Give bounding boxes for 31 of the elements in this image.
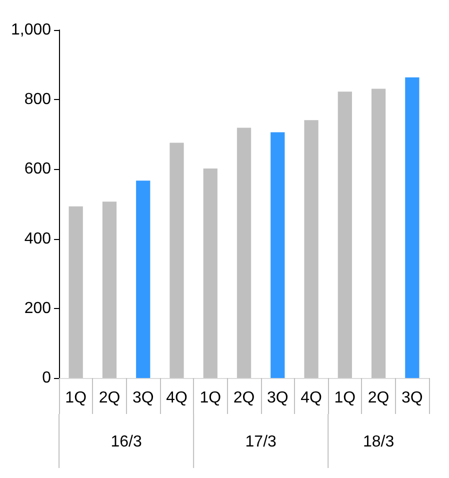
x-tick-label: 2Q (98, 390, 120, 406)
bar (236, 128, 252, 378)
bar (304, 120, 318, 378)
x-tick-label: 2Q (368, 390, 390, 406)
y-tick-label: 1,000 (10, 22, 52, 38)
x-tick-label: 4Q (166, 390, 188, 406)
y-tick-label: 600 (24, 160, 52, 178)
y-tick-label: 400 (24, 230, 52, 248)
x-tick-label: 3Q (266, 390, 288, 406)
bar (338, 92, 352, 378)
x-tick-label: 4Q (300, 390, 322, 406)
bar (270, 132, 285, 378)
bar (405, 77, 420, 378)
bar (203, 168, 218, 378)
text: 17/3 (245, 434, 277, 450)
x-tick-label: 2Q (233, 390, 255, 406)
text: 18/3 (362, 434, 394, 450)
x-tick-label: 3Q (132, 390, 154, 406)
x-tick-label: 1Q (334, 390, 356, 406)
bar (371, 88, 386, 378)
x-tick-label: 3Q (402, 390, 423, 406)
text: 16/3 (110, 434, 142, 450)
x-tick-label: 1Q (65, 390, 87, 406)
bar (68, 206, 83, 378)
bar (136, 180, 150, 378)
y-tick-label: 200 (24, 300, 52, 317)
y-tick-label: 0 (42, 370, 52, 386)
bar (102, 202, 117, 378)
y-tick-label: 800 (24, 91, 52, 108)
x-tick-label: 1Q (200, 390, 222, 406)
bar (170, 142, 184, 378)
